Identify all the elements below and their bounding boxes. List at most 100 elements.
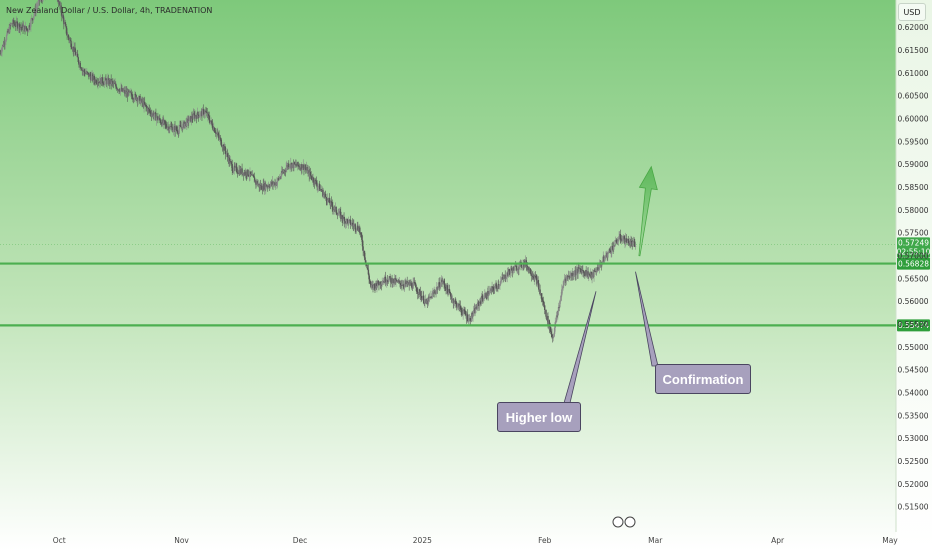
candle-body (217, 132, 220, 136)
price-tick-label: 0.54000 (897, 389, 928, 398)
candle-body (307, 170, 309, 174)
candle-body (249, 171, 252, 175)
candle-body (195, 115, 197, 117)
candle-body (557, 311, 559, 316)
candle-body (26, 29, 29, 32)
candle-body (385, 282, 387, 284)
candle-body (137, 99, 139, 102)
candle-body (184, 123, 186, 128)
candle-body (138, 96, 140, 100)
candle-body (261, 185, 263, 190)
candle-body (553, 333, 555, 337)
candle-body (368, 274, 370, 280)
event-flag-icon[interactable] (624, 516, 636, 528)
candle-body (360, 233, 362, 235)
candle-body (538, 283, 540, 290)
candle-body (475, 307, 477, 310)
candle-body (417, 291, 419, 294)
candle-body (350, 224, 352, 226)
candle-body (628, 240, 630, 246)
candle-body (495, 285, 498, 289)
candle-body (487, 291, 489, 296)
price-axis[interactable]: 0.62000 0.61500 0.61000 0.60500 0.60000 0.595… (897, 23, 928, 511)
candle-body (269, 184, 272, 188)
candle-body (338, 213, 340, 215)
candle-body (38, 0, 40, 2)
candle-body (102, 83, 104, 84)
candle-body (19, 26, 22, 30)
candle-body (414, 282, 416, 284)
price-tick-label: 0.61000 (897, 69, 928, 78)
candle-body (448, 288, 451, 292)
candle-body (634, 241, 636, 247)
currency-button[interactable]: USD (898, 3, 926, 21)
candle-body (134, 93, 136, 100)
candle-body (438, 282, 441, 289)
candle-body (361, 234, 363, 240)
candle-body (623, 236, 626, 244)
candle-body (355, 229, 358, 231)
candle-body (134, 93, 137, 96)
event-flag-icon[interactable] (612, 516, 624, 528)
candle-body (467, 320, 470, 322)
candle-body (169, 126, 172, 129)
candle-body (573, 274, 576, 276)
candle-body (375, 283, 377, 289)
economic-events[interactable] (612, 516, 636, 528)
candle-body (36, 5, 39, 7)
projection-arrow[interactable] (638, 165, 658, 257)
price-tick-label: 0.61500 (897, 46, 928, 55)
candle-body (557, 307, 560, 312)
candle-body (575, 270, 577, 276)
candle-body (6, 30, 8, 35)
candle-body (562, 285, 564, 288)
candle-body (22, 26, 25, 31)
candle-body (33, 13, 35, 17)
candle-body (346, 219, 349, 221)
candle-body (60, 5, 62, 13)
candle-body (268, 185, 270, 187)
price-tick-label: 0.58500 (897, 183, 928, 192)
time-axis[interactable]: Oct Nov Dec 2025 Feb Mar Apr May (53, 536, 899, 545)
candle-body (407, 283, 409, 285)
candle-body (118, 89, 120, 92)
candle-body (589, 274, 591, 276)
higher-low-callout[interactable]: Higher low (497, 402, 581, 432)
candle-body (256, 181, 258, 185)
candle-body (465, 313, 467, 316)
candle-body (293, 162, 295, 168)
candle-body (17, 23, 19, 29)
candle-body (336, 212, 338, 215)
candle-body (171, 126, 174, 132)
candle-body (581, 270, 583, 274)
candle-body (539, 289, 541, 295)
candle-body (474, 307, 477, 314)
candle-body (556, 315, 558, 317)
candle-body (437, 286, 439, 290)
candle-body (172, 130, 174, 132)
symbol-title[interactable]: New Zealand Dollar / U.S. Dollar, 4h, TR… (6, 6, 213, 15)
candle-body (176, 130, 179, 133)
candle-body (201, 109, 204, 117)
candle-body (412, 282, 414, 289)
candle-body (35, 8, 37, 13)
candle-body (461, 310, 463, 313)
up-arrow-icon[interactable] (638, 165, 658, 257)
candle-body (106, 79, 108, 85)
candle-body (481, 295, 483, 299)
candle-body (549, 326, 552, 332)
candle-body (359, 227, 361, 233)
price-tick-label: 0.62000 (897, 23, 928, 32)
confirmation-callout[interactable]: Confirmation (655, 364, 751, 394)
candle-body (446, 285, 449, 290)
candle-body (452, 298, 454, 304)
candle-body (462, 311, 464, 315)
candle-body (237, 173, 239, 174)
candle-body (419, 291, 422, 298)
candle-body (624, 242, 626, 244)
candle-body (468, 318, 470, 321)
candle-body (159, 117, 161, 121)
